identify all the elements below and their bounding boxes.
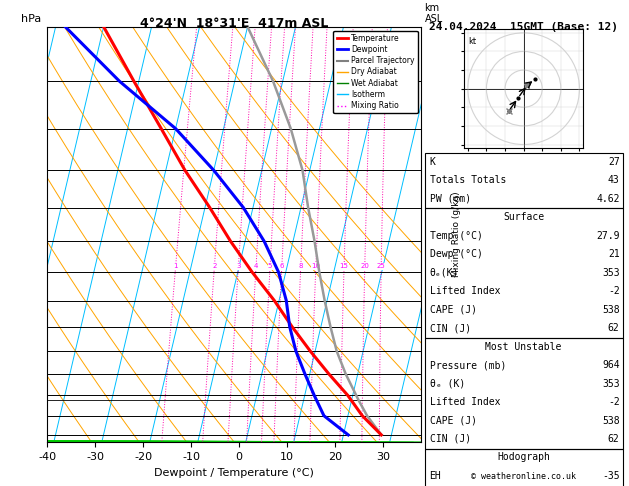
Text: K: K <box>430 157 435 167</box>
Text: -2: -2 <box>608 397 620 407</box>
Text: 4°24'N  18°31'E  417m ASL: 4°24'N 18°31'E 417m ASL <box>140 17 328 30</box>
Text: 538: 538 <box>602 305 620 315</box>
Text: © weatheronline.co.uk: © weatheronline.co.uk <box>471 472 576 481</box>
X-axis label: Dewpoint / Temperature (°C): Dewpoint / Temperature (°C) <box>154 468 314 478</box>
Text: Temp (°C): Temp (°C) <box>430 231 482 241</box>
Text: 964: 964 <box>602 360 620 370</box>
Text: hPa: hPa <box>21 14 41 24</box>
Text: 24.04.2024  15GMT (Base: 12): 24.04.2024 15GMT (Base: 12) <box>429 22 618 32</box>
Text: 62: 62 <box>608 434 620 444</box>
Text: 21: 21 <box>608 249 620 260</box>
Text: Surface: Surface <box>503 212 544 223</box>
Text: -2: -2 <box>608 286 620 296</box>
Legend: Temperature, Dewpoint, Parcel Trajectory, Dry Adiabat, Wet Adiabat, Isotherm, Mi: Temperature, Dewpoint, Parcel Trajectory… <box>333 31 418 113</box>
Text: θₑ(K): θₑ(K) <box>430 268 459 278</box>
Text: 8: 8 <box>299 263 303 269</box>
Text: 15: 15 <box>340 263 348 269</box>
Text: 27.9: 27.9 <box>596 231 620 241</box>
Text: CIN (J): CIN (J) <box>430 323 470 333</box>
Text: 10: 10 <box>311 263 320 269</box>
Text: Pressure (mb): Pressure (mb) <box>430 360 506 370</box>
Text: 62: 62 <box>608 323 620 333</box>
Text: 27: 27 <box>608 157 620 167</box>
Text: 20: 20 <box>360 263 369 269</box>
Text: CIN (J): CIN (J) <box>430 434 470 444</box>
Text: Most Unstable: Most Unstable <box>486 342 562 352</box>
Text: PW (cm): PW (cm) <box>430 194 470 204</box>
Text: 1: 1 <box>174 263 178 269</box>
Text: CAPE (J): CAPE (J) <box>430 416 477 426</box>
Text: 6: 6 <box>279 263 284 269</box>
Text: 353: 353 <box>602 268 620 278</box>
Text: θₑ (K): θₑ (K) <box>430 379 465 389</box>
Text: kt: kt <box>468 36 476 46</box>
Text: -35: -35 <box>602 471 620 481</box>
Text: 5: 5 <box>268 263 272 269</box>
Text: 4: 4 <box>254 263 259 269</box>
Text: 25: 25 <box>377 263 386 269</box>
Text: Lifted Index: Lifted Index <box>430 286 500 296</box>
Text: 3: 3 <box>236 263 241 269</box>
Text: Hodograph: Hodograph <box>497 452 550 463</box>
Text: 538: 538 <box>602 416 620 426</box>
Text: 353: 353 <box>602 379 620 389</box>
Text: Totals Totals: Totals Totals <box>430 175 506 186</box>
Text: EH: EH <box>430 471 442 481</box>
Text: Dewp (°C): Dewp (°C) <box>430 249 482 260</box>
Text: CAPE (J): CAPE (J) <box>430 305 477 315</box>
Text: 4.62: 4.62 <box>596 194 620 204</box>
Text: 2: 2 <box>212 263 216 269</box>
Text: km
ASL: km ASL <box>425 3 443 24</box>
Text: Mixing Ratio (g/kg): Mixing Ratio (g/kg) <box>452 191 460 278</box>
Text: 43: 43 <box>608 175 620 186</box>
Text: Lifted Index: Lifted Index <box>430 397 500 407</box>
